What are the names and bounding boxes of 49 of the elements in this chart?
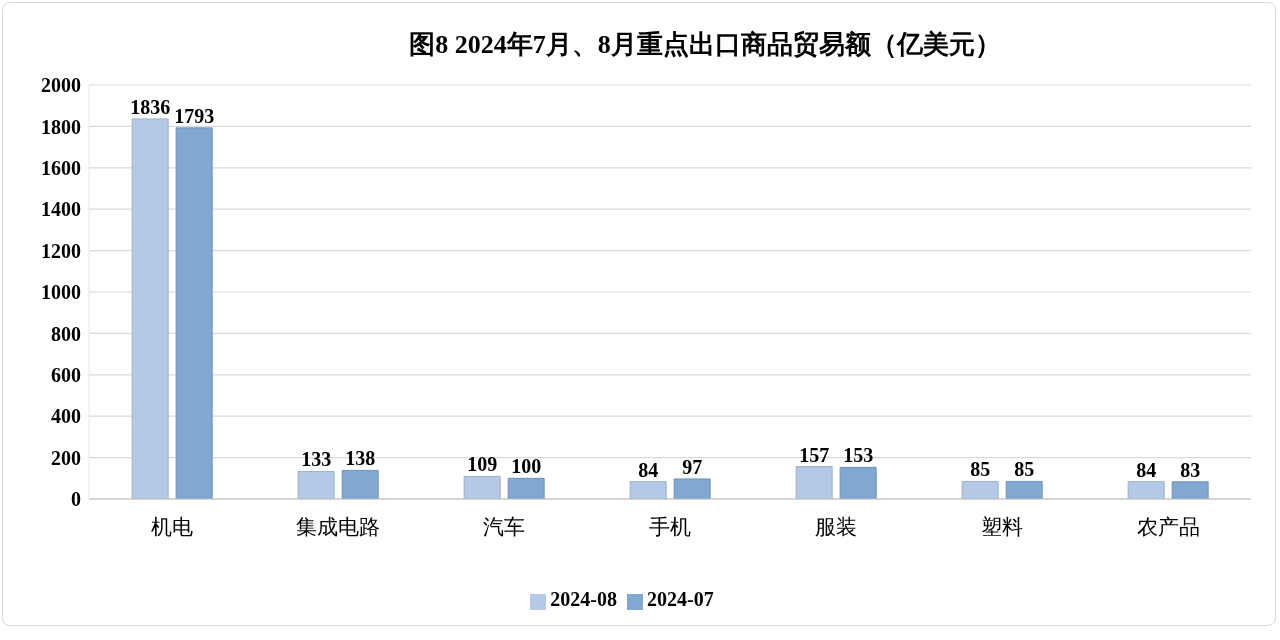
- y-tick-label: 1600: [41, 156, 81, 179]
- data-label: 85: [1014, 458, 1035, 481]
- bar: [131, 118, 169, 499]
- y-tick-label: 1000: [41, 281, 81, 304]
- bar: [1171, 481, 1209, 499]
- legend-label: 2024-08: [550, 588, 617, 610]
- y-tick-label: 200: [51, 446, 81, 469]
- chart-title: 图8 2024年7月、8月重点出口商品贸易额（亿美元）: [409, 30, 1001, 59]
- x-tick-label: 服装: [815, 514, 857, 539]
- data-label: 153: [843, 444, 874, 467]
- data-label: 133: [301, 448, 332, 471]
- bar: [961, 480, 999, 499]
- data-label: 85: [970, 458, 991, 481]
- data-label: 138: [345, 447, 376, 470]
- data-label: 109: [467, 453, 498, 476]
- y-tick-label: 1800: [41, 115, 81, 138]
- x-tick-label: 集成电路: [296, 514, 380, 539]
- bar: [1005, 480, 1043, 499]
- data-label: 97: [682, 455, 703, 478]
- x-tick-label: 机电: [151, 514, 193, 539]
- bar: [463, 475, 501, 499]
- y-tick-label: 1200: [41, 239, 81, 262]
- data-label: 1793: [174, 104, 215, 127]
- x-tick-label: 塑料: [981, 514, 1023, 539]
- bar: [297, 470, 335, 499]
- bar: [629, 481, 667, 499]
- x-tick-label: 汽车: [483, 514, 525, 539]
- data-label: 100: [511, 455, 542, 478]
- y-tick-label: 800: [51, 322, 81, 345]
- bar: [839, 466, 877, 499]
- bar: [175, 127, 213, 499]
- y-tick-label: 0: [71, 488, 81, 511]
- data-label: 157: [799, 443, 830, 466]
- data-label: 83: [1180, 458, 1201, 481]
- data-label: 1836: [130, 95, 171, 118]
- bar: [795, 466, 833, 499]
- bar: [507, 477, 545, 499]
- y-tick-label: 400: [51, 405, 81, 428]
- bar: [673, 478, 711, 499]
- legend-label: 2024-07: [647, 588, 714, 610]
- data-label: 84: [638, 458, 659, 481]
- bar: [1127, 481, 1165, 499]
- y-tick-label: 1400: [41, 198, 81, 221]
- y-tick-label: 600: [51, 363, 81, 386]
- data-label: 84: [1136, 458, 1157, 481]
- x-tick-label: 农产品: [1136, 514, 1200, 539]
- y-tick-label: 2000: [41, 74, 81, 97]
- bar: [341, 469, 379, 499]
- x-tick-label: 手机: [649, 514, 691, 539]
